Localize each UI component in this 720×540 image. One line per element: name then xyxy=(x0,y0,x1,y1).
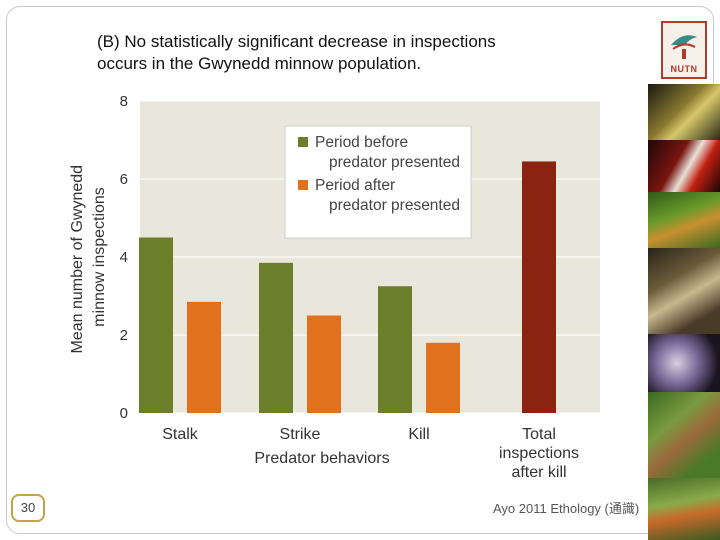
y-tick-label: 0 xyxy=(120,405,128,422)
octopus-photo xyxy=(648,334,720,392)
caption-line-1: (B) No statistically significant decreas… xyxy=(97,32,496,51)
legend-label: predator presented xyxy=(329,154,460,171)
legend-swatch-after xyxy=(298,180,308,190)
footer-credit: Ayo 2011 Ethology (通識) xyxy=(493,501,640,516)
figure-caption: (B) No statistically significant decreas… xyxy=(97,31,617,75)
x-category-label: Stalk xyxy=(162,426,199,443)
bird-icon xyxy=(671,35,697,59)
y-axis-label-line-1: Mean number of Gwynedd xyxy=(69,165,86,354)
y-axis-label-line-2: minnow inspections xyxy=(91,187,108,327)
legend-box xyxy=(284,125,472,239)
frog-photo xyxy=(648,84,720,140)
red-frog-photo xyxy=(648,140,720,192)
bar-after-1 xyxy=(187,301,221,413)
chart-legend: Period before predator presented Period af… xyxy=(284,125,472,239)
tree-frog-photo xyxy=(648,192,720,248)
x-category-label: Total xyxy=(522,426,556,443)
legend-label: Period after xyxy=(315,177,395,194)
page-number: 30 xyxy=(11,494,45,522)
legend-label: predator presented xyxy=(329,197,460,214)
bar-after-3 xyxy=(426,342,460,413)
y-axis-label: Mean number of Gwynedd minnow inspection… xyxy=(69,161,108,354)
bar-after-2 xyxy=(307,315,341,413)
bar-total-4 xyxy=(522,161,556,413)
x-category-label: Kill xyxy=(408,426,429,443)
x-category-label: after kill xyxy=(511,464,566,481)
monkey-photo xyxy=(648,248,720,334)
insects-photo xyxy=(648,478,720,540)
photo-strip xyxy=(648,84,720,540)
legend-label: Period before xyxy=(315,134,408,151)
logo-text: NUTN xyxy=(670,64,698,74)
university-logo: NUTN xyxy=(661,21,707,79)
x-axis-label: Predator behaviors xyxy=(254,450,389,467)
y-tick-label: 6 xyxy=(120,171,128,188)
bar-before-1 xyxy=(139,237,173,413)
bar-before-3 xyxy=(378,286,412,413)
y-tick-label: 4 xyxy=(120,249,128,266)
legend-swatch-before xyxy=(298,137,308,147)
x-category-label: Strike xyxy=(280,426,321,443)
bar-before-2 xyxy=(259,262,293,413)
y-tick-label: 8 xyxy=(120,93,128,110)
y-tick-label: 2 xyxy=(120,327,128,344)
x-category-label: inspections xyxy=(499,445,579,462)
caption-line-2: occurs in the Gwynedd minnow population. xyxy=(97,54,422,73)
lizard-photo xyxy=(648,392,720,478)
bar-chart: 0 2 4 6 8 Stalk Strike Kill Total inspections aft… xyxy=(69,93,600,481)
